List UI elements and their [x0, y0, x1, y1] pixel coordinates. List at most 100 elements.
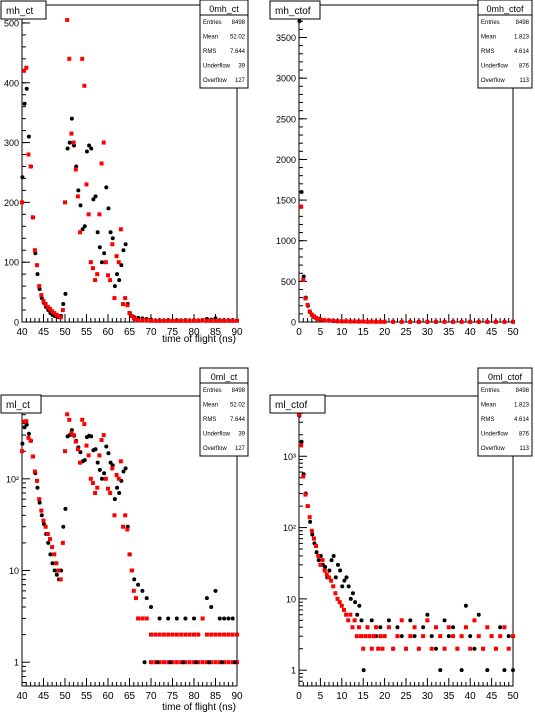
data-point [468, 646, 473, 651]
data-point [399, 634, 404, 639]
data-point [386, 625, 391, 630]
data-point [204, 318, 209, 323]
stats-value: 39 [238, 432, 245, 438]
data-point [468, 319, 473, 324]
data-point [47, 537, 52, 542]
data-point [340, 584, 345, 589]
data-point [354, 634, 359, 639]
stats-key: Underflow [481, 432, 509, 438]
data-point [20, 175, 25, 180]
data-point [61, 524, 66, 529]
stats-key: RMS [203, 417, 216, 423]
data-point [95, 272, 100, 277]
data-point [209, 632, 214, 637]
y-tick-label: 10 [9, 566, 19, 576]
data-point [174, 616, 179, 621]
data-point [112, 497, 117, 502]
data-point [108, 491, 113, 496]
data-point [65, 146, 70, 151]
data-point [511, 319, 515, 324]
data-point [101, 140, 106, 145]
x-axis-label: time of flight (ns) [162, 334, 236, 345]
data-point [89, 434, 94, 439]
data-point [106, 486, 110, 491]
data-point [58, 577, 63, 582]
y-tick-label: 1 [14, 658, 19, 668]
data-point [463, 603, 468, 608]
data-point [455, 646, 460, 651]
data-point [35, 485, 40, 490]
data-point [425, 319, 430, 324]
data-point [86, 212, 91, 217]
y-tick-label: 1 [291, 666, 296, 676]
data-point [22, 419, 27, 424]
stats-key: Underflow [203, 64, 231, 70]
data-point [82, 422, 87, 427]
y-tick-label: 3500 [276, 33, 296, 43]
data-point [41, 299, 46, 304]
stats-value: 1.823 [514, 35, 530, 41]
data-point [67, 56, 72, 61]
data-point [87, 143, 92, 148]
x-tick-label: 45 [486, 691, 498, 702]
data-point [103, 476, 108, 481]
data-point [78, 203, 83, 208]
data-point [24, 86, 29, 91]
data-point [323, 564, 328, 569]
data-point [99, 260, 104, 265]
y-tick-label: 10² [6, 474, 19, 484]
x-axis: 0 5 10 15 20 25 30 35 40 45 50 [296, 678, 519, 702]
data-point [121, 302, 126, 307]
data-point [391, 646, 396, 651]
data-point [52, 568, 57, 573]
x-tick-label: 50 [59, 691, 71, 702]
y-tick-label: 10 [286, 594, 296, 604]
data-point [333, 575, 338, 580]
data-point [133, 317, 138, 322]
data-point [170, 318, 175, 323]
title-box [0, 0, 47, 20]
x-tick-label: 50 [59, 327, 71, 338]
y-tick-label: 500 [4, 18, 19, 28]
data-point [26, 134, 31, 139]
data-point [84, 149, 89, 154]
data-point [451, 319, 456, 324]
data-point [327, 568, 332, 573]
data-point [35, 272, 40, 277]
series-red-1 [20, 412, 239, 637]
data-point [235, 660, 239, 665]
data-point [316, 558, 321, 563]
data-point [378, 634, 383, 639]
data-point [187, 632, 192, 637]
data-point [213, 318, 218, 323]
data-point [498, 625, 503, 630]
data-point [204, 596, 209, 601]
data-point [395, 634, 400, 639]
panel-title: mh_ct [6, 6, 33, 17]
data-point [22, 425, 27, 430]
data-point [230, 632, 235, 637]
data-point [106, 273, 110, 278]
data-point [308, 519, 313, 524]
data-point [311, 536, 316, 541]
data-point [493, 319, 498, 324]
x-tick-label: 45 [38, 691, 50, 702]
data-point [179, 318, 184, 323]
x-tick-label: 30 [422, 691, 434, 702]
data-point [226, 318, 231, 323]
data-point [121, 469, 126, 474]
data-point [301, 274, 306, 279]
data-point [297, 412, 301, 417]
y-tick-label: 0 [14, 318, 19, 328]
series-red-1 [297, 412, 515, 651]
y-axis: 0 500 1000 1500 2000 2500 3000 3500 [276, 4, 307, 328]
data-point [102, 251, 107, 256]
data-point [136, 616, 141, 621]
data-point [127, 311, 132, 316]
data-point [26, 152, 31, 157]
data-point [161, 318, 166, 323]
data-point [374, 319, 379, 324]
data-point [88, 260, 93, 265]
